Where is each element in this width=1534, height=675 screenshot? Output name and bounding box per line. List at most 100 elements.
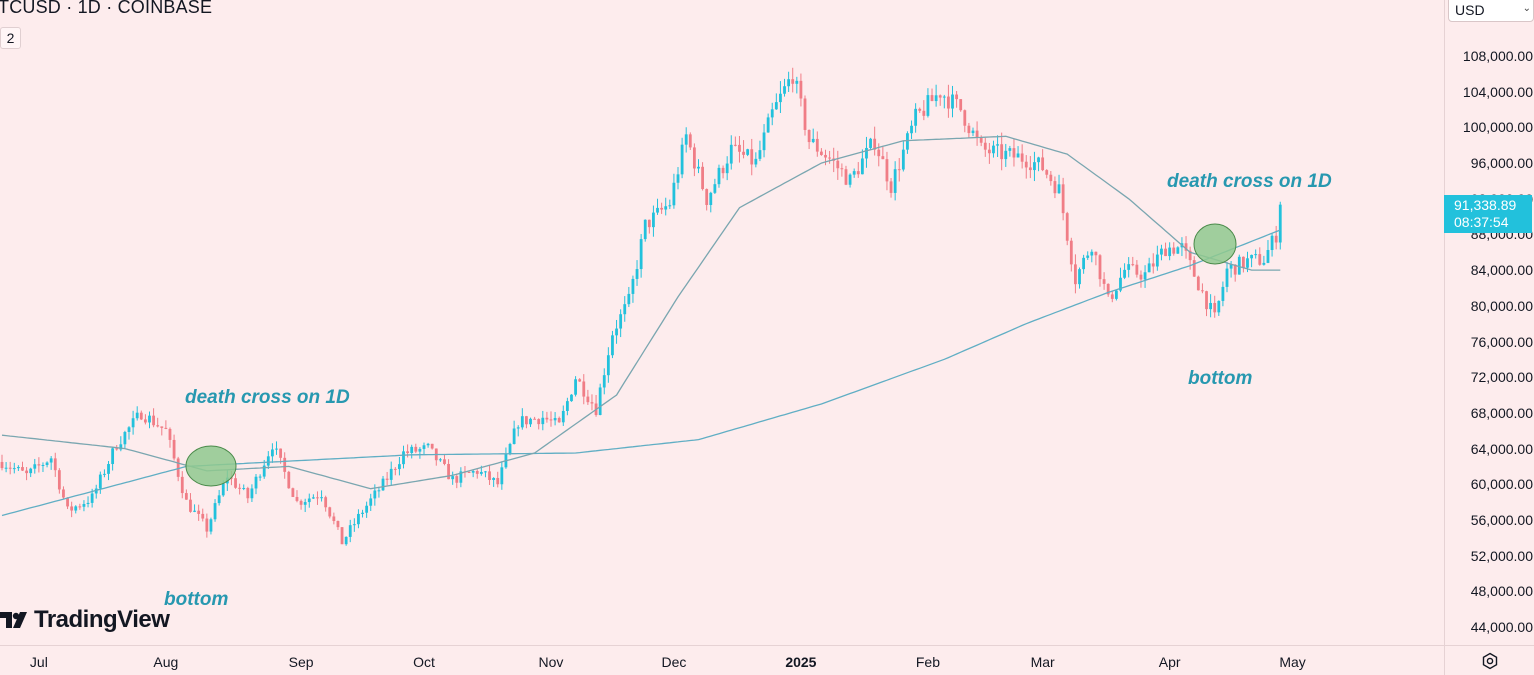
candle-body <box>951 94 954 109</box>
candle-body <box>242 488 246 490</box>
candle-body <box>820 151 823 155</box>
candle-body <box>660 207 664 210</box>
candle-body <box>152 415 155 426</box>
candle-body <box>1090 251 1094 256</box>
candle-body <box>545 417 549 420</box>
candle-body <box>328 507 332 517</box>
candle-body <box>516 427 520 429</box>
candle-body <box>1082 257 1086 270</box>
candle-body <box>713 184 717 193</box>
candle-body <box>692 147 696 169</box>
candle-body <box>955 94 959 100</box>
candle-body <box>344 536 348 545</box>
candle-body <box>750 149 754 165</box>
candle-body <box>217 495 221 504</box>
candle-body <box>1049 174 1053 182</box>
candle-body <box>1270 235 1274 251</box>
candle-body <box>815 138 819 152</box>
candle-body <box>340 527 344 545</box>
candle-body <box>451 476 455 480</box>
candle-body <box>266 456 270 466</box>
candlestick-series <box>0 67 1282 546</box>
time-axis[interactable]: Jul Aug Sep Oct Nov Dec 2025 Feb Mar Apr May <box>0 645 1444 675</box>
candle-body <box>725 163 729 174</box>
candle-body <box>365 505 369 513</box>
candle-body <box>1086 255 1090 258</box>
candle-body <box>1168 247 1172 257</box>
candle-body <box>1102 279 1106 284</box>
time-axis-tick-label: 2025 <box>785 654 817 670</box>
candle-body <box>1205 291 1208 310</box>
candle-body <box>119 444 123 450</box>
candle-body <box>520 416 524 428</box>
candle-body <box>697 166 700 169</box>
candle-body <box>1106 283 1110 295</box>
candle-body <box>1110 294 1114 299</box>
candle-body <box>996 144 999 146</box>
candle-body <box>324 497 328 508</box>
candle-body <box>881 156 885 160</box>
candle-body <box>824 154 827 158</box>
candle-body <box>148 415 151 423</box>
candle-body <box>787 79 791 87</box>
candle-body <box>1123 269 1126 278</box>
currency-select[interactable]: USD ⌄ <box>1448 0 1534 22</box>
candle-body <box>8 467 12 469</box>
time-axis-tick-label: Oct <box>413 654 435 670</box>
candle-body <box>496 477 500 485</box>
candle-body <box>426 443 430 446</box>
candle-body <box>1078 269 1081 285</box>
candle-body <box>1233 264 1237 275</box>
candle-body <box>459 471 463 483</box>
candle-body <box>475 470 479 474</box>
candle-body <box>250 488 254 499</box>
candle-body <box>631 278 635 294</box>
candle-body <box>377 490 381 492</box>
candle-body <box>25 470 28 474</box>
candle-body <box>1184 243 1188 251</box>
candle-body <box>500 467 504 485</box>
candle-body <box>1057 184 1061 194</box>
candle-body <box>201 513 205 519</box>
candle-body <box>512 428 516 445</box>
annotation-bottom-left: bottom <box>164 589 229 610</box>
candle-body <box>783 86 786 94</box>
candle-body <box>197 510 201 514</box>
price-axis-tick-label: 84,000.00 <box>1470 262 1533 279</box>
candle-body <box>12 468 16 470</box>
candle-body <box>844 169 848 185</box>
candle-body <box>361 512 364 514</box>
candle-body <box>238 487 242 489</box>
candle-body <box>1094 251 1098 256</box>
candle-body <box>1053 181 1057 194</box>
price-chart-plot[interactable] <box>0 0 1444 645</box>
candle-body <box>774 102 778 110</box>
candle-body <box>611 335 614 356</box>
price-axis[interactable]: 108,000.00 104,000.00 100,000.00 96,000.00 9… <box>1444 0 1534 645</box>
price-axis-tick-label: 68,000.00 <box>1470 404 1533 421</box>
candle-body <box>1213 302 1217 313</box>
candle-body <box>934 95 938 102</box>
indicator-count-badge[interactable]: 2 <box>0 27 21 49</box>
price-axis-tick-label: 96,000.00 <box>1470 155 1533 172</box>
candle-body <box>791 79 795 84</box>
candle-body <box>1254 254 1258 256</box>
candle-body <box>1225 268 1229 287</box>
price-axis-tick-label: 64,000.00 <box>1470 440 1533 457</box>
candle-body <box>811 138 815 143</box>
candle-body <box>914 108 918 126</box>
candle-body <box>299 500 303 505</box>
candle-body <box>1041 157 1045 171</box>
tradingview-logo[interactable]: TradingView <box>0 606 170 634</box>
candle-body <box>143 419 147 423</box>
candle-body <box>922 110 926 116</box>
time-axis-tick-label: Feb <box>915 654 940 670</box>
candle-body <box>557 417 561 423</box>
candle-body <box>1250 254 1253 259</box>
candle-body <box>184 493 188 500</box>
candle-body <box>733 144 737 146</box>
candle-body <box>549 419 553 421</box>
chart-settings-button[interactable] <box>1444 645 1534 675</box>
candle-body <box>766 117 770 133</box>
candle-body <box>860 158 864 175</box>
